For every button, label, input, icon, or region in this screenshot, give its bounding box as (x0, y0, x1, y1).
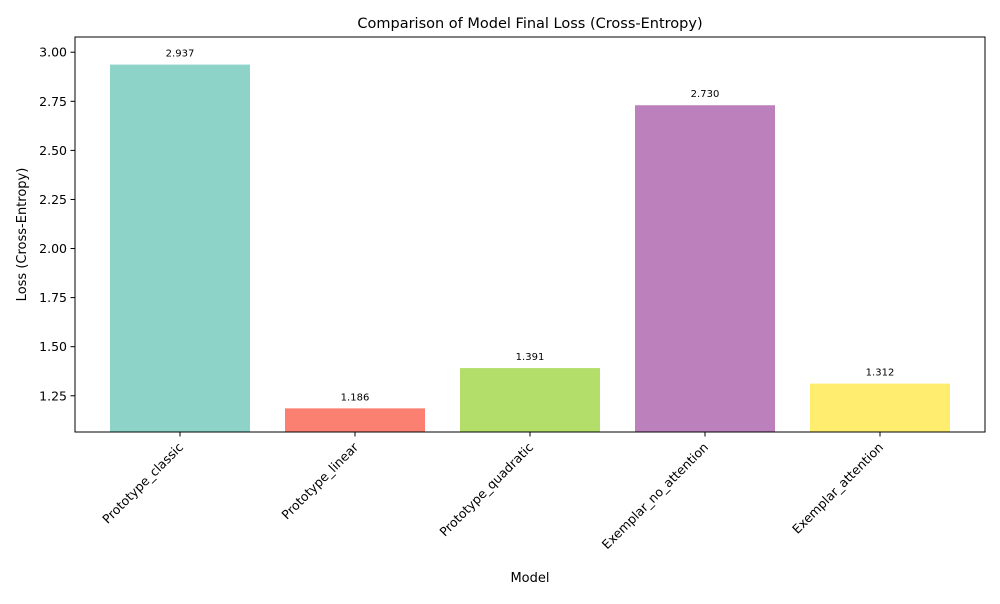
plot-frame (74, 36, 986, 433)
y-tick-label: 2.50 (39, 143, 67, 158)
bar (110, 64, 250, 432)
bar (810, 383, 950, 432)
bar (635, 105, 775, 432)
y-tick-label: 1.50 (39, 339, 67, 354)
bars-layer (110, 64, 950, 432)
chart-title: Comparison of Model Final Loss (Cross-En… (357, 16, 702, 32)
data-label: 1.186 (341, 392, 370, 403)
data-label: 2.937 (166, 49, 195, 60)
y-tick-label: 2.00 (39, 241, 67, 256)
bar (460, 368, 600, 432)
data-label: 1.312 (866, 368, 895, 379)
y-axis-label: Loss (Cross-Entropy) (15, 168, 30, 302)
y-tick-label: 1.75 (39, 290, 67, 305)
y-tick-label: 2.75 (39, 94, 67, 109)
y-tick-label: 1.25 (39, 388, 67, 403)
data-label: 2.730 (691, 89, 720, 100)
y-tick-label: 2.25 (39, 192, 67, 207)
data-label: 1.391 (516, 352, 545, 363)
x-axis-label: Model (510, 571, 549, 586)
y-axis: 1.25 1.50 1.75 2.00 2.25 2.50 2.75 3.00 (39, 45, 75, 403)
data-labels-layer: 2.937 1.186 1.391 2.730 1.312 (166, 49, 895, 404)
y-tick-label: 3.00 (39, 45, 67, 60)
bar (285, 408, 425, 432)
